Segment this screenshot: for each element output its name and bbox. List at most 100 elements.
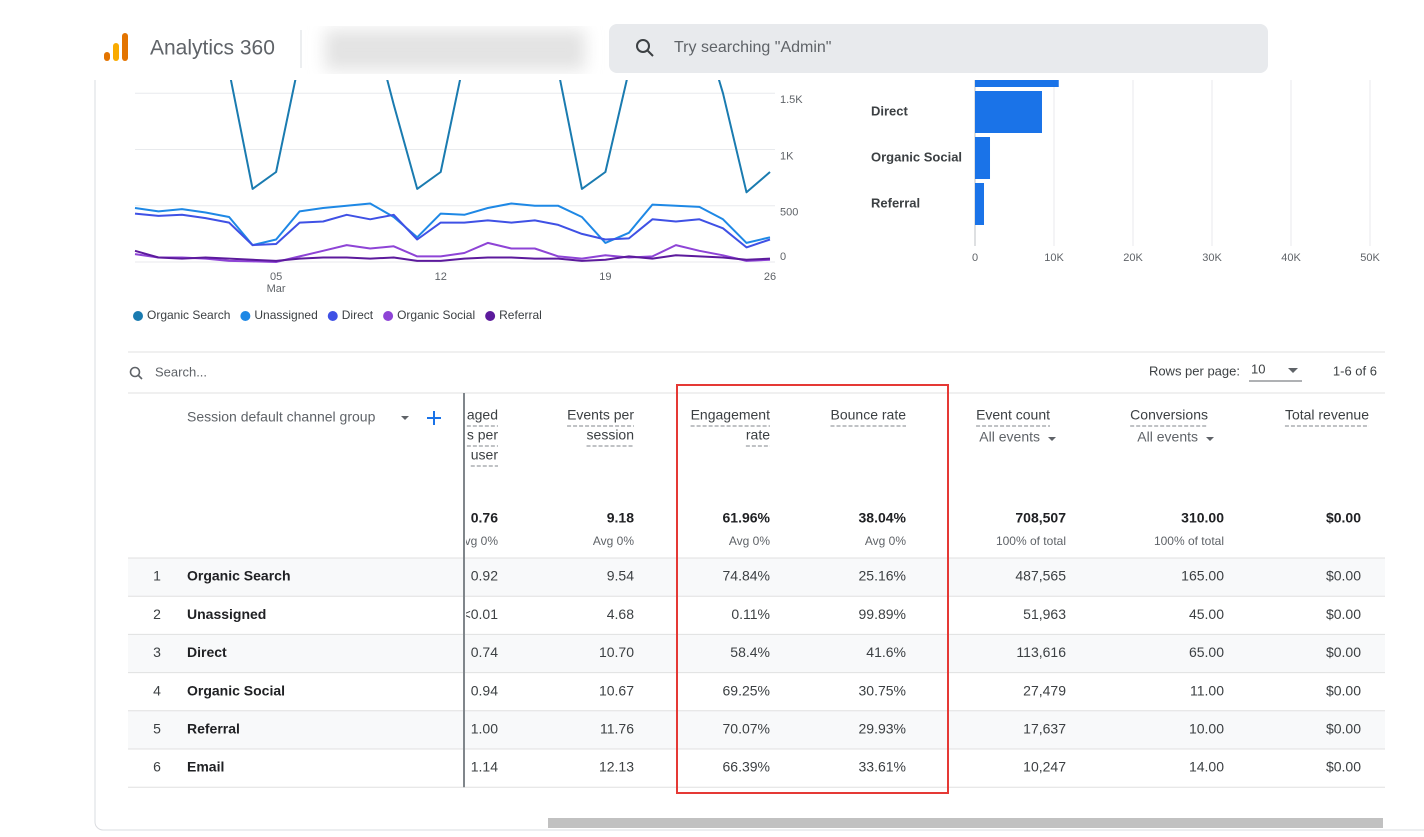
column-header[interactable]: aged xyxy=(467,407,498,423)
row-name[interactable]: Organic Social xyxy=(187,682,285,698)
bar-label: Organic Social xyxy=(871,149,962,164)
cell: 69.25% xyxy=(723,682,770,698)
cell: 30.75% xyxy=(859,682,906,698)
cell: 99.89% xyxy=(859,606,906,622)
column-total: 61.96% xyxy=(723,510,771,526)
column-header[interactable]: user xyxy=(471,447,499,463)
add-dimension[interactable] xyxy=(427,411,441,425)
legend-label: Organic Social xyxy=(397,308,475,322)
dimension-dropdown[interactable] xyxy=(401,416,409,420)
row-rank: 2 xyxy=(153,606,161,622)
row-rank: 4 xyxy=(153,682,161,698)
column-header[interactable]: session xyxy=(587,427,634,443)
cell: $0.00 xyxy=(1326,644,1361,660)
first-metric-column: aged s per user 0.76 vg 0% 0.92 <0.01 0.74 0.94 1… xyxy=(463,407,499,775)
series-line xyxy=(229,80,771,194)
app-name: Analytics 360 xyxy=(150,37,275,60)
cell: 29.93% xyxy=(859,721,906,737)
column-total: 310.00 xyxy=(1181,510,1224,526)
column-total-note: 100% of total xyxy=(996,534,1066,548)
metric-selector[interactable]: All events xyxy=(979,429,1040,445)
scrollbar[interactable] xyxy=(548,818,1383,828)
column-header[interactable]: rate xyxy=(746,427,770,443)
x-tick-label: 20K xyxy=(1123,252,1143,264)
cell: 33.61% xyxy=(859,759,906,775)
legend-swatch xyxy=(240,311,251,321)
dropdown-arrow[interactable] xyxy=(1288,368,1298,373)
cell: 0.94 xyxy=(471,682,498,698)
column-total: 708,507 xyxy=(1015,510,1066,526)
x-tick-month: Mar xyxy=(267,283,286,295)
rows-per-page[interactable]: 10 xyxy=(1251,361,1265,376)
column-header[interactable]: Conversions xyxy=(1130,407,1208,423)
cell: $0.00 xyxy=(1326,568,1361,584)
series-line xyxy=(134,212,771,249)
column-header[interactable]: Total revenue xyxy=(1285,407,1369,423)
x-tick-label: 40K xyxy=(1281,252,1301,264)
cell: 10.00 xyxy=(1189,721,1224,737)
search-placeholder[interactable]: Try searching "Admin" xyxy=(674,39,831,56)
cell: 11.00 xyxy=(1190,682,1224,698)
y-tick-label: 1.5K xyxy=(780,94,803,106)
bar-label: Direct xyxy=(871,103,909,118)
row-name[interactable]: Direct xyxy=(187,644,227,660)
rows-per-page-label: Rows per page: xyxy=(1149,363,1240,378)
logo xyxy=(104,33,128,61)
cell: 66.39% xyxy=(723,759,770,775)
cell: 70.07% xyxy=(723,721,770,737)
legend-label: Referral xyxy=(499,308,542,322)
cell: 1.14 xyxy=(471,759,498,775)
column-total: $0.00 xyxy=(1326,510,1361,526)
search-icon xyxy=(636,39,654,57)
cell: 11.76 xyxy=(600,721,634,737)
column-header[interactable]: s per xyxy=(467,427,498,443)
series-line xyxy=(134,241,771,263)
row-rank: 1 xyxy=(153,568,161,584)
table-search[interactable]: Search... xyxy=(155,364,207,379)
column-header[interactable]: Event count xyxy=(976,407,1050,423)
bar xyxy=(975,91,1042,133)
cell: 17,637 xyxy=(1023,721,1066,737)
dropdown-arrow[interactable] xyxy=(1206,437,1214,441)
highlight-box xyxy=(676,384,949,794)
x-tick-label: 50K xyxy=(1360,252,1380,264)
plot-area xyxy=(134,80,771,263)
cell: 487,565 xyxy=(1015,568,1066,584)
search-box[interactable] xyxy=(609,24,1268,73)
row-rank: 5 xyxy=(153,721,161,737)
icon-part xyxy=(137,374,143,380)
cell: 14.00 xyxy=(1189,759,1224,775)
metric-selector[interactable]: All events xyxy=(1137,429,1198,445)
row-shade xyxy=(128,710,1385,749)
row-name[interactable]: Unassigned xyxy=(187,606,266,622)
icon-part xyxy=(129,366,141,378)
pagination: 1-6 of 6 xyxy=(1333,363,1377,378)
frozen-column-divider xyxy=(463,393,465,788)
cell: <0.01 xyxy=(463,606,499,622)
cell: 10,247 xyxy=(1023,759,1066,775)
column-header[interactable]: Bounce rate xyxy=(831,407,907,423)
row-name[interactable]: Referral xyxy=(187,721,240,737)
cell: $0.00 xyxy=(1326,682,1361,698)
cell: 12.13 xyxy=(599,759,634,775)
cell: 45.00 xyxy=(1189,606,1224,622)
cell: 4.68 xyxy=(607,606,634,622)
column-header[interactable]: Events per xyxy=(567,407,634,423)
x-tick-label: 26 xyxy=(764,271,776,283)
row-name[interactable]: Email xyxy=(187,759,224,775)
bar-label: Referral xyxy=(871,195,920,210)
series-line xyxy=(134,202,771,247)
dropdown-arrow[interactable] xyxy=(1048,437,1056,441)
x-tick-label: 30K xyxy=(1202,252,1222,264)
row-name[interactable]: Organic Search xyxy=(187,568,291,584)
bar-area xyxy=(975,80,1059,225)
cell: 65.00 xyxy=(1189,644,1224,660)
column-total: 9.18 xyxy=(607,510,634,526)
cell: 51,963 xyxy=(1023,606,1066,622)
column-total-note: 100% of total xyxy=(1154,534,1224,548)
cell: $0.00 xyxy=(1326,721,1361,737)
cell: $0.00 xyxy=(1326,606,1361,622)
y-tick-label: 0 xyxy=(780,251,786,263)
column-header[interactable]: Engagement xyxy=(691,407,771,423)
cell: 25.16% xyxy=(859,568,906,584)
